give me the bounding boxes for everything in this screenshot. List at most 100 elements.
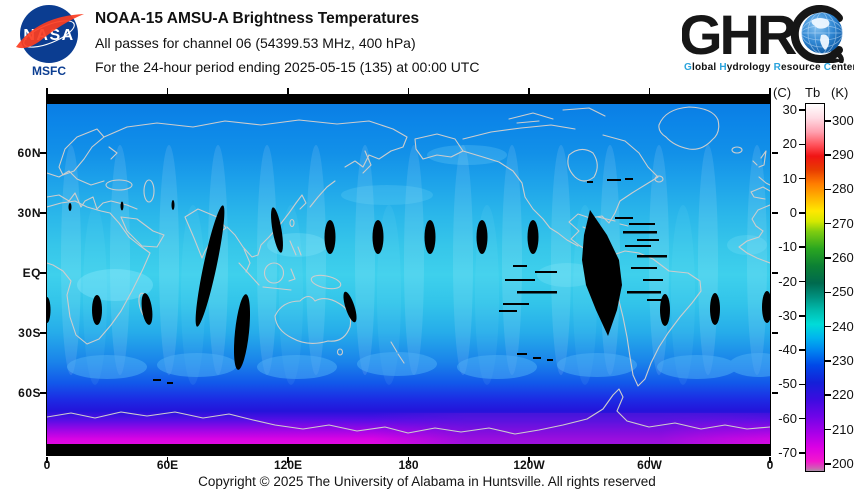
colorbar-kelvin-label: 230 xyxy=(832,352,854,368)
ghrc-tagline: GlobalHydrologyResourceCenter xyxy=(684,62,854,73)
colorbar-celsius-label: -10 xyxy=(778,239,797,255)
channel-subtitle: All passes for channel 06 (54399.53 MHz,… xyxy=(95,35,416,51)
tagline-initial: G xyxy=(684,62,692,73)
colorbar-celsius-tick xyxy=(799,349,805,351)
colorbar-kelvin-label: 290 xyxy=(832,147,854,163)
colorbar-kelvin-label: 270 xyxy=(832,215,854,231)
y-axis-label: 60S xyxy=(18,386,41,400)
colorbar-kelvin-tick xyxy=(825,360,831,362)
y-axis-tick xyxy=(772,152,778,154)
ghrc-logo: GHR GlobalHydrologyResourceCenter xyxy=(679,3,854,77)
colorbar-celsius-label: -70 xyxy=(778,445,797,461)
tagline-word: lobal xyxy=(691,62,717,73)
tagline-initial: H xyxy=(719,62,727,73)
x-axis-label: 0 xyxy=(43,458,51,472)
colorbar-kelvin-tick xyxy=(825,257,831,259)
colorbar-celsius-tick xyxy=(799,143,805,146)
colorbar-kelvin-label: 300 xyxy=(832,112,854,128)
y-axis-tick xyxy=(40,152,46,154)
tagline-initial: R xyxy=(773,62,781,73)
tagline-word: enter xyxy=(831,62,854,73)
x-axis-tick xyxy=(166,457,169,463)
tagline-word: ydrology xyxy=(726,62,771,73)
x-axis-tick xyxy=(46,457,48,463)
colorbar-celsius-label: 0 xyxy=(789,204,797,220)
colorbar-kelvin-tick xyxy=(825,325,831,328)
globe-icon xyxy=(801,12,843,54)
ghrc-letters: GHR xyxy=(682,5,797,63)
x-axis-tick xyxy=(769,88,771,94)
tb-quantity-label: Tb xyxy=(805,85,821,100)
page-title: NOAA-15 AMSU-A Brightness Temperatures xyxy=(95,10,420,27)
y-axis-tick xyxy=(40,272,46,274)
colorbar-kelvin-label: 240 xyxy=(832,318,854,334)
colorbar-kelvin-tick xyxy=(825,291,831,294)
colorbar-celsius-tick xyxy=(799,417,805,420)
colorbar-celsius-tick xyxy=(799,280,805,283)
y-axis-label: 30S xyxy=(18,325,41,340)
y-axis-label: 60N xyxy=(17,145,41,160)
x-axis-label: 120E xyxy=(273,458,302,472)
colorbar-celsius-label: 30 xyxy=(782,102,797,118)
y-axis-label: EQ xyxy=(22,265,41,280)
copyright-text: Copyright © 2025 The University of Alaba… xyxy=(198,474,656,489)
colorbar-celsius-label: -30 xyxy=(778,307,797,323)
colorbar-celsius-label: -60 xyxy=(778,410,797,426)
x-axis-label: 0 xyxy=(766,458,774,472)
colorbar-kelvin-tick xyxy=(825,154,831,156)
celsius-unit-label: (C) xyxy=(773,85,792,100)
colorbar-kelvin-tick xyxy=(825,188,831,191)
colorbar-celsius-label: 20 xyxy=(782,136,797,152)
colorbar-kelvin-label: 220 xyxy=(832,387,854,403)
x-axis-tick xyxy=(528,88,530,94)
colorbar-kelvin-label: 280 xyxy=(832,181,854,197)
brightness-temperature-map xyxy=(46,94,771,456)
colorbar-kelvin-tick xyxy=(825,428,831,431)
colorbar-kelvin-label: 200 xyxy=(832,455,854,471)
x-axis-label: 120W xyxy=(513,458,545,472)
colorbar-kelvin-label: 210 xyxy=(832,421,854,437)
msfc-label: MSFC xyxy=(32,64,66,78)
x-axis-label: 60E xyxy=(156,458,179,472)
colorbar-celsius-label: 10 xyxy=(782,170,797,186)
colorbar-kelvin-tick xyxy=(825,222,831,225)
y-axis-tick xyxy=(772,272,778,274)
coastlines xyxy=(47,106,770,435)
colorbar-kelvin-tick xyxy=(825,120,831,122)
x-axis-tick xyxy=(407,88,410,94)
x-axis-tick xyxy=(46,88,48,94)
colorbar-celsius-tick xyxy=(799,177,805,180)
colorbar-celsius-tick xyxy=(799,315,805,317)
colorbar-celsius-tick xyxy=(799,452,805,454)
x-axis-tick xyxy=(166,88,169,94)
period-subtitle: For the 24-hour period ending 2025-05-15… xyxy=(95,59,480,75)
x-axis-tick xyxy=(287,88,289,94)
y-axis-tick xyxy=(40,392,46,394)
kelvin-unit-label: (K) xyxy=(831,85,849,100)
tagline-word: esource xyxy=(781,62,821,73)
tagline-initial: C xyxy=(823,62,832,73)
x-axis-tick xyxy=(407,457,410,463)
x-axis-tick xyxy=(769,457,771,463)
colorbar-kelvin-tick xyxy=(825,463,831,465)
x-axis-tick xyxy=(648,457,651,463)
colorbar-celsius-tick xyxy=(799,212,805,214)
colorbar-celsius-tick xyxy=(799,383,805,386)
y-axis-tick xyxy=(40,212,46,214)
y-axis-tick xyxy=(772,212,778,214)
colorbar-celsius-label: -20 xyxy=(778,273,797,289)
y-axis-tick xyxy=(772,392,778,394)
colorbar-celsius-tick xyxy=(799,246,805,248)
colorbar-celsius-tick xyxy=(799,109,805,111)
nasa-logo: NASA xyxy=(10,4,88,80)
y-axis-tick xyxy=(40,332,46,334)
y-axis-tick xyxy=(772,332,778,334)
x-axis-label: 60W xyxy=(637,458,662,472)
x-axis-tick xyxy=(648,88,651,94)
x-axis-tick xyxy=(287,457,289,463)
no-data-gaps xyxy=(47,95,770,455)
nasa-meatball-icon: NASA xyxy=(16,5,84,63)
x-axis-tick xyxy=(528,457,530,463)
title-block: NOAA-15 AMSU-A Brightness Temperatures A… xyxy=(95,7,479,79)
x-axis-label: 180 xyxy=(398,458,419,472)
